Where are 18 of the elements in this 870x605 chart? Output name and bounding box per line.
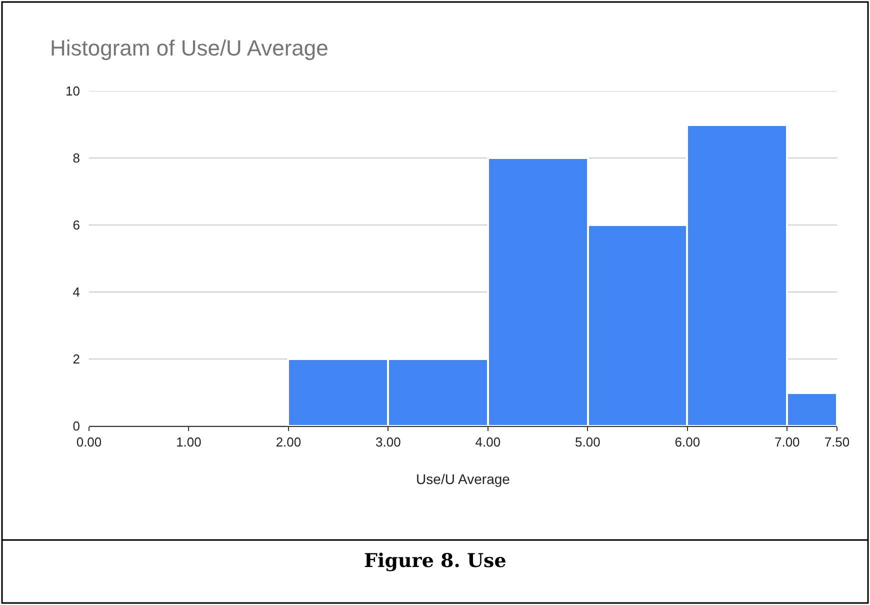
y-tick-label: 6	[72, 218, 80, 233]
x-tick-label: 1.00	[176, 434, 202, 450]
y-tick-label: 10	[66, 84, 80, 99]
y-tick-label: 2	[72, 352, 80, 367]
x-tick-label: 2.00	[276, 434, 302, 450]
x-axis-title: Use/U Average	[416, 470, 510, 487]
x-tick-label: 3.00	[376, 434, 401, 450]
chart-title: Histogram of Use/U Average	[50, 36, 328, 61]
caption: Figure 8. Use	[364, 550, 506, 572]
x-tick-label: 0.00	[76, 434, 102, 450]
y-tick-label: 8	[72, 150, 80, 166]
y-tick-label: 4	[72, 284, 80, 300]
x-tick-label: 4.00	[475, 434, 501, 450]
x-tick-label: 7.00	[774, 434, 800, 450]
x-tick-label: 7.50	[824, 434, 850, 450]
x-tick-label: 6.00	[674, 434, 700, 450]
x-tick-label: 5.00	[575, 434, 600, 450]
y-tick-label: 0	[72, 418, 80, 434]
